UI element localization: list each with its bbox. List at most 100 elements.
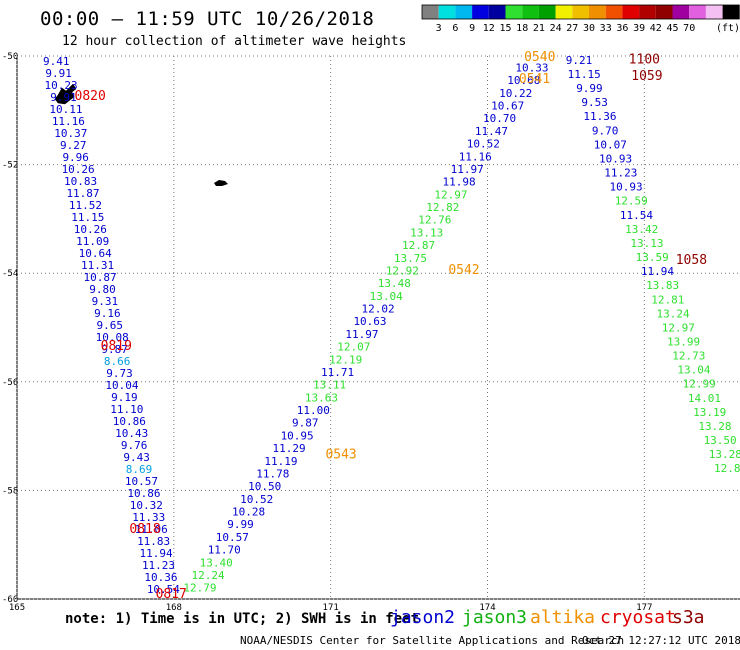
- wave-height-label: 9.87: [101, 343, 128, 356]
- satellite-name: jason3: [462, 607, 528, 628]
- wave-height-label: 10.86: [127, 487, 160, 500]
- legend-swatch: [488, 5, 506, 19]
- wave-height-label: 12.76: [418, 214, 451, 227]
- legend-swatch: [705, 5, 723, 19]
- y-tick-label: -50: [2, 52, 18, 62]
- wave-height-label: 9.31: [92, 295, 119, 308]
- x-tick-label: 165: [9, 603, 25, 613]
- wave-height-label: 13.24: [657, 307, 690, 320]
- wave-height-label: 10.68: [507, 74, 540, 87]
- x-tick-label: 174: [479, 603, 495, 613]
- pass-time-label: 1100: [629, 52, 660, 67]
- wave-height-label: 9.19: [111, 391, 138, 404]
- wave-height-label: 9.76: [121, 439, 148, 452]
- pass-time-label: 0541: [519, 72, 550, 87]
- wave-height-label: 12.99: [683, 378, 716, 391]
- wave-height-label: 11.36: [583, 110, 616, 123]
- legend-swatch: [605, 5, 623, 19]
- wave-height-label: 11.98: [443, 176, 476, 189]
- wave-height-label: 13.63: [305, 391, 338, 404]
- wave-height-label: 12.24: [192, 569, 225, 582]
- legend-swatch: [572, 5, 589, 19]
- wave-height-label: 8.66: [104, 355, 131, 368]
- legend-tick-label: 33: [600, 23, 612, 34]
- footer-note: note: 1) Time is in UTC; 2) SWH is in fe…: [65, 611, 420, 627]
- wave-height-label: 11.23: [142, 559, 175, 572]
- legend-swatch: [538, 5, 556, 19]
- legend-tick-label: 36: [616, 23, 628, 34]
- wave-height-label: 13.59: [636, 251, 669, 264]
- wave-height-label: 11.16: [459, 150, 492, 163]
- wave-height-label: 13.99: [667, 335, 700, 348]
- wave-height-label: 11.97: [345, 328, 378, 341]
- wave-height-label: 9.73: [106, 367, 133, 380]
- wave-height-label: 10.67: [491, 100, 524, 113]
- map-land: [54, 83, 228, 186]
- auckland-islands: [54, 83, 77, 105]
- pass-time-label: 0817: [156, 587, 187, 602]
- wave-height-label: 11.15: [568, 68, 601, 81]
- satellite-name: cryosat: [600, 607, 676, 628]
- wave-height-label: 12.89: [714, 462, 740, 475]
- wave-height-label: 9.99: [576, 82, 603, 95]
- wave-height-label: 11.15: [71, 211, 104, 224]
- legend-tick-label: 18: [516, 23, 528, 34]
- legend-tick-label: (ft): [716, 23, 740, 34]
- wave-height-label: 10.23: [45, 79, 78, 92]
- wave-height-label: 13.48: [378, 277, 411, 290]
- wave-height-label: 11.00: [297, 404, 330, 417]
- wave-height-label: 11.10: [110, 403, 143, 416]
- legend-tick-label: 42: [650, 23, 662, 34]
- wave-height-label: 11.94: [641, 265, 674, 278]
- wave-height-label: 9.21: [566, 54, 593, 67]
- wave-height-label: 13.50: [704, 434, 737, 447]
- wave-height-label: 10.52: [467, 138, 500, 151]
- wave-height-label: 13.19: [693, 406, 726, 419]
- wave-height-label: 12.82: [426, 201, 459, 214]
- wave-height-label: 10.64: [79, 247, 112, 260]
- legend-tick-label: 27: [566, 23, 578, 34]
- pass-time-label: 0818: [129, 522, 160, 537]
- wave-height-label: 12.19: [329, 353, 362, 366]
- legend-swatch: [639, 5, 656, 19]
- wave-height-label: 9.87: [292, 417, 319, 430]
- pass-time-label: 1059: [631, 69, 662, 84]
- wave-height-label: 12.59: [615, 195, 648, 208]
- wave-height-label: 11.09: [76, 235, 109, 248]
- color-legend: 3 6 9 12 15 18 21 24 27 30 33 36 39 42 45 70 (ft): [421, 4, 740, 34]
- time-labels: 0820 0819 0818 0817 0540 0541 0542 0543 1100 1059…: [75, 50, 708, 602]
- wave-height-label: 10.26: [74, 223, 107, 236]
- legend-tick-label: 15: [499, 23, 511, 34]
- legend-swatch: [455, 5, 473, 19]
- legend-tick-label: 21: [533, 23, 545, 34]
- wave-height-label: 10.33: [515, 61, 548, 74]
- wave-height-label: 13.83: [646, 279, 679, 292]
- x-tick-label: 177: [636, 603, 652, 613]
- wave-height-label: 9.43: [123, 451, 150, 464]
- wave-height-label: 10.11: [49, 103, 82, 116]
- wave-height-label: 9.91: [50, 91, 77, 104]
- wave-height-label: 9.27: [60, 139, 87, 152]
- wave-height-label: 10.08: [96, 331, 129, 344]
- x-tick-label: 171: [323, 603, 339, 613]
- wave-height-label: 10.57: [125, 475, 158, 488]
- wave-height-label: 10.83: [64, 175, 97, 188]
- wave-height-label: 11.33: [132, 511, 165, 524]
- wave-height-label: 10.86: [113, 415, 146, 428]
- wave-height-label: 13.04: [370, 290, 403, 303]
- wave-height-label: 10.36: [144, 571, 177, 584]
- wave-height-label: 9.65: [97, 319, 124, 332]
- wave-height-label: 10.26: [62, 163, 95, 176]
- wave-height-label: 13.28: [709, 448, 740, 461]
- wave-height-label: 10.50: [248, 480, 281, 493]
- legend-tick-label: 3: [436, 23, 442, 34]
- x-tick-label: 168: [166, 603, 182, 613]
- y-tick-label: -52: [2, 161, 18, 171]
- wave-height-label: 12.73: [672, 350, 705, 363]
- pass-time-label: 0542: [448, 263, 479, 278]
- wave-height-label: 10.04: [105, 379, 138, 392]
- wave-height-label: 10.28: [232, 506, 265, 519]
- wave-height-label: 13.28: [698, 420, 731, 433]
- wave-height-label: 12.97: [662, 321, 695, 334]
